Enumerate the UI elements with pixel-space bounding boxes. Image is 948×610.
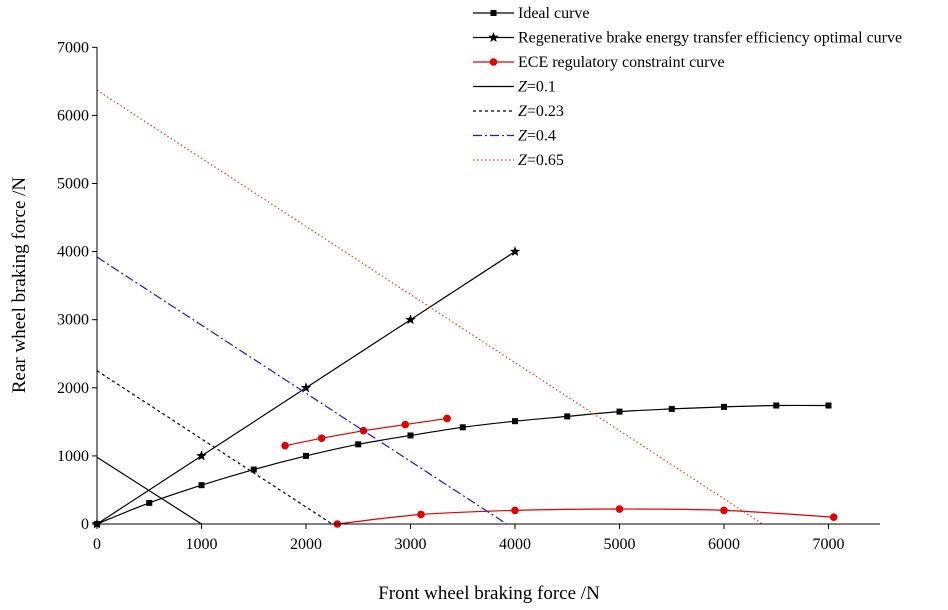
legend-item: Ideal curve <box>473 5 590 22</box>
y-tick-label: 6000 <box>57 107 89 124</box>
data-point <box>405 314 416 325</box>
legend-label: Z=0.65 <box>518 152 564 169</box>
data-point <box>198 482 205 489</box>
data-point <box>196 450 207 461</box>
data-point <box>250 466 257 473</box>
data-point <box>616 408 623 415</box>
legend-label: ECE regulatory constraint curve <box>518 54 725 71</box>
series-layer <box>91 89 838 529</box>
legend-item: Regenerative brake energy transfer effic… <box>473 30 902 47</box>
data-point <box>509 246 521 257</box>
y-tick-label: 7000 <box>57 39 89 56</box>
series-line <box>337 508 834 525</box>
x-tick-label: 5000 <box>604 536 636 553</box>
data-point <box>355 441 362 448</box>
y-tick-label: 3000 <box>57 312 89 329</box>
legend: Ideal curve Regenerative brake energy tra… <box>473 5 902 169</box>
series-4 <box>96 456 202 525</box>
data-point <box>720 506 728 515</box>
x-tick-label: 6000 <box>708 536 740 553</box>
series-line <box>96 370 333 525</box>
legend-item: Z=0.1 <box>473 79 556 96</box>
legend-item: ECE regulatory constraint curve <box>473 54 725 71</box>
axes <box>96 47 880 525</box>
series-line <box>96 89 763 525</box>
data-point <box>829 513 838 521</box>
series-line <box>96 256 507 525</box>
data-point <box>512 418 518 425</box>
data-point <box>303 452 309 459</box>
data-point <box>407 432 414 439</box>
series-line <box>96 456 202 525</box>
y-tick-label: 5000 <box>57 176 89 193</box>
y-tick-label: 0 <box>81 516 89 533</box>
legend-item: Z=0.23 <box>473 103 564 120</box>
data-point <box>300 382 312 393</box>
legend-item: Z=0.4 <box>473 128 556 145</box>
x-tick-label: 7000 <box>813 536 845 553</box>
data-point <box>417 510 425 519</box>
series-6 <box>96 256 507 525</box>
series-1 <box>91 246 521 529</box>
y-tick-label: 1000 <box>57 448 89 465</box>
legend-label: Ideal curve <box>518 5 590 22</box>
data-point <box>459 424 466 431</box>
legend-label: Regenerative brake energy transfer effic… <box>518 30 902 47</box>
data-point <box>773 402 780 409</box>
data-point <box>721 403 727 410</box>
data-point <box>564 413 571 420</box>
legend-label: Z=0.4 <box>518 128 556 145</box>
data-point <box>401 420 410 429</box>
x-tick-label: 2000 <box>290 536 322 553</box>
legend-marker <box>490 10 497 16</box>
series-5 <box>96 370 333 525</box>
x-tick-label: 4000 <box>499 536 531 553</box>
legend-item: Z=0.65 <box>473 152 564 169</box>
x-tick-label: 1000 <box>186 536 218 553</box>
ticks: 0 1000 2000 3000 4000 5000 6000 7000 0 1000 2000 30… <box>57 39 845 553</box>
data-point <box>443 414 451 423</box>
series-7 <box>96 89 763 525</box>
data-point <box>668 405 675 412</box>
data-point <box>825 402 832 409</box>
legend-label: Z=0.1 <box>518 79 556 96</box>
x-axis-title: Front wheel braking force /N <box>378 583 600 604</box>
legend-label: Z=0.23 <box>518 103 564 120</box>
series-line <box>96 404 829 525</box>
y-tick-label: 4000 <box>57 244 89 261</box>
data-point <box>511 506 519 515</box>
legend-marker <box>488 32 499 42</box>
y-axis-title: Rear wheel braking force /N <box>9 177 30 394</box>
series-2 <box>281 414 451 450</box>
x-tick-label: 3000 <box>395 536 427 553</box>
data-point <box>615 505 624 513</box>
x-tick-label: 0 <box>93 536 101 553</box>
y-tick-label: 2000 <box>57 380 89 397</box>
legend-marker <box>489 58 498 66</box>
data-point <box>146 499 153 506</box>
data-point <box>281 441 289 450</box>
data-point <box>317 434 326 442</box>
